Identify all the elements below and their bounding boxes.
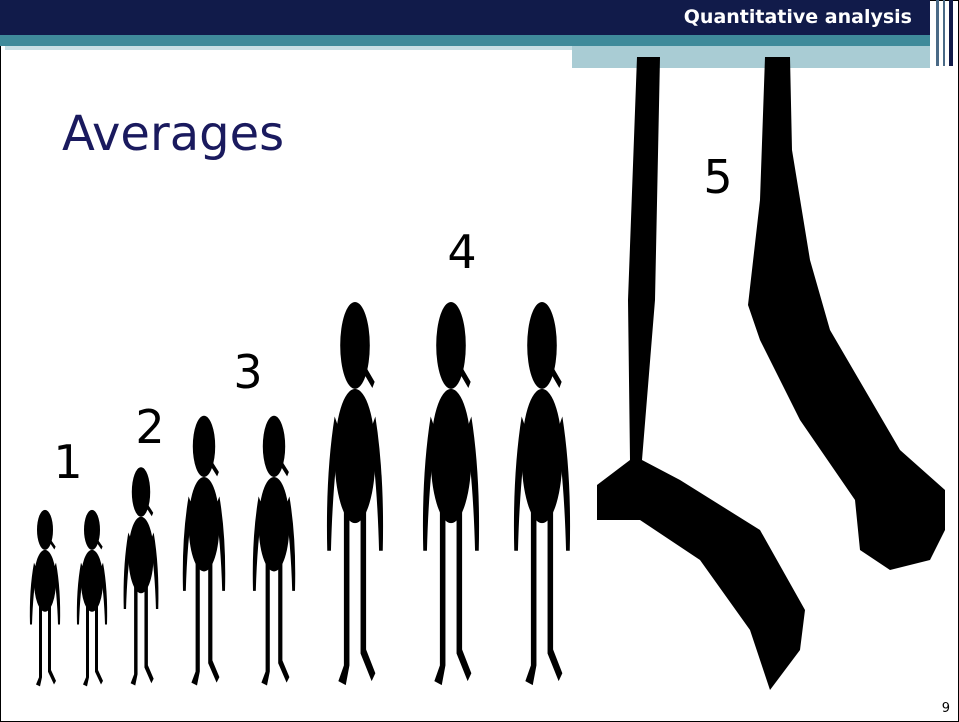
group-label: 4	[447, 225, 476, 279]
header-band	[0, 0, 930, 35]
header-block	[572, 46, 930, 68]
header-bar	[949, 0, 953, 66]
header-bar	[943, 0, 945, 66]
header-title: Quantitative analysis	[684, 6, 912, 28]
group-label: 2	[135, 400, 164, 454]
figures	[28, 57, 945, 690]
page-number: 9	[942, 701, 950, 716]
slide-title: Averages	[62, 106, 284, 162]
header-bar	[936, 0, 939, 66]
header-stripe	[0, 35, 930, 46]
group-label: 1	[53, 435, 82, 489]
group-label: 5	[703, 150, 732, 204]
group-label: 3	[233, 345, 262, 399]
header-line	[5, 46, 930, 50]
